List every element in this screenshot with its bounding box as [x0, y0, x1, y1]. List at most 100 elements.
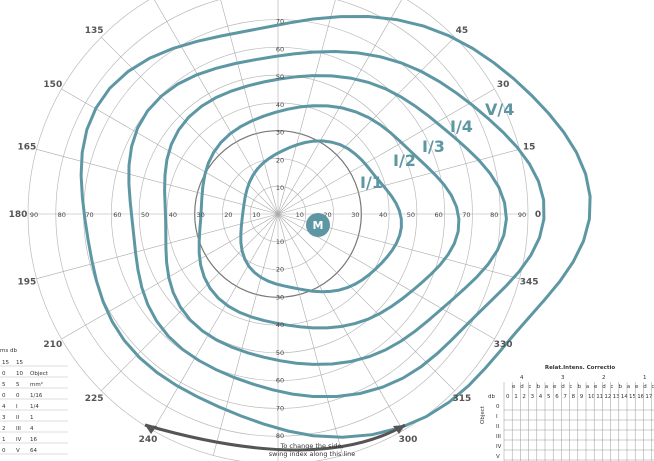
right-letter-8: b — [578, 384, 582, 390]
left-cell-1-2: Object — [30, 371, 49, 377]
left-table-head: ms db — [0, 348, 17, 354]
chart-labels: 0153045607590105120135150165180195210225… — [9, 18, 542, 461]
right-letter-13: b — [619, 384, 623, 390]
ecc-label-20-2: 20 — [276, 156, 284, 164]
ecc-label-60-1: 60 — [113, 211, 121, 219]
ecc-label-30-1: 30 — [197, 211, 205, 219]
left-cell-0-0: 15 — [2, 360, 9, 366]
left-cell-3-2: 1/16 — [30, 393, 43, 399]
ecc-label-90-1: 90 — [30, 211, 38, 219]
angle-label-150: 150 — [43, 80, 62, 90]
marker-m[interactable]: M — [306, 213, 330, 237]
meridian-240 — [152, 213, 279, 431]
angle-label-315: 315 — [452, 394, 471, 404]
isopter-label-0: V/4 — [485, 100, 514, 119]
ecc-label-70-1: 70 — [85, 211, 93, 219]
right-letter-9: a — [586, 384, 589, 390]
swing-index-note: To change the side, swing index along th… — [144, 423, 406, 458]
angle-label-300: 300 — [399, 435, 418, 445]
meridian-285 — [277, 213, 343, 456]
angle-label-345: 345 — [520, 277, 539, 287]
angle-label-180: 180 — [9, 210, 28, 220]
right-object-row-5: V — [496, 454, 500, 460]
angle-label-225: 225 — [85, 394, 104, 404]
meridian-300 — [277, 213, 404, 431]
right-letter-10: e — [594, 384, 598, 390]
right-db-11: 11 — [596, 394, 603, 400]
meridian-60 — [277, 0, 402, 215]
right-object-row-1: I — [496, 414, 498, 420]
right-group-1: 1 — [643, 375, 647, 381]
left-cell-4-0: 4 — [2, 404, 6, 410]
left-cell-5-2: 1 — [30, 415, 34, 421]
ecc-label-10-1: 10 — [252, 211, 260, 219]
isopter-label-2: I/3 — [422, 137, 445, 156]
right-letter-2: c — [528, 384, 531, 390]
ecc-label-60-2: 60 — [276, 45, 284, 53]
right-letter-15: e — [635, 384, 639, 390]
left-cell-2-1: 5 — [16, 382, 20, 388]
right-db-12: 12 — [604, 394, 611, 400]
right-db-3: 3 — [531, 394, 535, 400]
ecc-label-30-3: 30 — [276, 293, 284, 301]
angle-label-45: 45 — [456, 26, 469, 36]
meridian-195 — [36, 213, 279, 279]
ecc-label-50-3: 50 — [276, 349, 284, 357]
ecc-label-50-1: 50 — [141, 211, 149, 219]
swing-line — [144, 423, 406, 452]
right-letter-3: b — [537, 384, 541, 390]
swing-note-line1: To change the side, — [279, 442, 343, 450]
meridian-30 — [277, 88, 495, 215]
right-db-6: 6 — [555, 394, 559, 400]
left-cell-7-2: 16 — [30, 437, 37, 443]
isopter-I-3 — [163, 74, 508, 366]
left-cell-0-1: 15 — [16, 360, 23, 366]
angle-label-0: 0 — [535, 210, 541, 220]
ecc-label-10-0: 10 — [296, 211, 304, 219]
meridian-120 — [154, 0, 279, 215]
meridian-75 — [277, 0, 336, 215]
right-object-row-0: 0 — [496, 404, 500, 410]
ecc-label-90-0: 90 — [518, 211, 526, 219]
right-db-7: 7 — [563, 394, 567, 400]
right-letter-12: c — [610, 384, 613, 390]
angle-label-165: 165 — [17, 143, 36, 153]
ecc-label-30-2: 30 — [276, 129, 284, 137]
right-db-4: 4 — [539, 394, 543, 400]
angle-label-135: 135 — [85, 26, 104, 36]
right-group-4: 4 — [520, 375, 524, 381]
ecc-label-40-0: 40 — [379, 211, 387, 219]
right-letter-6: d — [561, 384, 565, 390]
right-db-5: 5 — [547, 394, 551, 400]
right-db-15: 15 — [629, 394, 636, 400]
right-letter-17: c — [651, 384, 654, 390]
right-letter-14: a — [627, 384, 630, 390]
meridian-45 — [277, 37, 455, 215]
right-db-13: 13 — [613, 394, 620, 400]
ecc-label-10-3: 10 — [276, 238, 284, 246]
left-cell-3-1: 0 — [16, 393, 20, 399]
right-object-label: Object — [480, 405, 486, 424]
left-cell-8-2: 64 — [30, 448, 37, 454]
ecc-label-80-1: 80 — [58, 211, 66, 219]
right-letter-5: e — [553, 384, 557, 390]
swing-arrow-left-icon — [145, 425, 157, 434]
right-letter-0: e — [512, 384, 516, 390]
isopter-I-2 — [197, 104, 461, 330]
isopter-label-3: I/2 — [393, 151, 416, 170]
right-object-row-3: III — [496, 434, 501, 440]
isopter-label-4: I/1 — [360, 173, 383, 192]
right-db-9: 9 — [580, 394, 584, 400]
left-cell-8-1: V — [16, 448, 20, 454]
angle-label-240: 240 — [139, 435, 158, 445]
right-letter-4: a — [545, 384, 548, 390]
ecc-label-80-3: 80 — [276, 432, 284, 440]
left-cell-1-1: 10 — [16, 371, 23, 377]
ecc-label-60-0: 60 — [435, 211, 443, 219]
angle-label-15: 15 — [523, 143, 536, 153]
left-cell-2-0: 5 — [2, 382, 6, 388]
left-cell-2-2: mm² — [30, 381, 43, 388]
marker-label: M — [313, 219, 324, 232]
